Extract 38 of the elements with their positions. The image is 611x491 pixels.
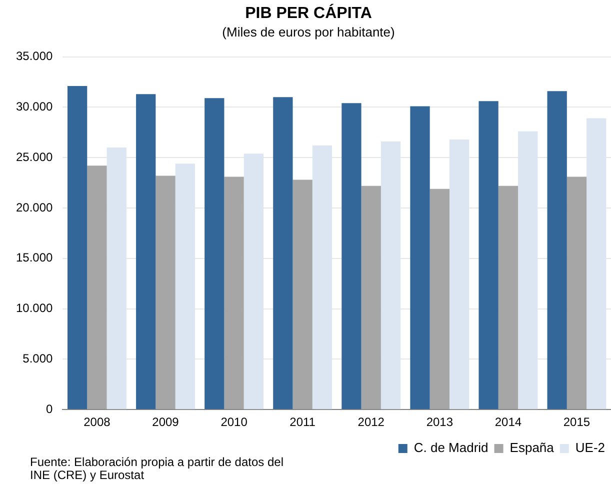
legend-label: España xyxy=(510,440,555,456)
chart-subtitle: (Miles de euros por habitante) xyxy=(222,24,395,40)
bar xyxy=(136,94,156,410)
bar xyxy=(410,106,430,410)
y-tick-label: 15.000 xyxy=(16,250,54,265)
x-tick-label: 2015 xyxy=(563,415,590,430)
x-tick-label: 2012 xyxy=(358,415,385,430)
legend-label: UE-2 xyxy=(575,440,606,456)
x-tick-label: 2010 xyxy=(220,415,248,430)
x-tick-label: 2013 xyxy=(426,415,454,430)
x-tick-label: 2009 xyxy=(152,415,180,430)
y-tick-label: 30.000 xyxy=(16,100,54,114)
y-tick-label: 5.000 xyxy=(22,352,54,366)
bar xyxy=(273,97,293,410)
bar xyxy=(292,180,312,410)
y-tick-label: 25.000 xyxy=(16,150,54,164)
y-tick-label: 35.000 xyxy=(16,49,54,64)
bar xyxy=(204,98,224,410)
x-tick-label: 2008 xyxy=(84,415,111,430)
bar xyxy=(361,186,381,410)
bar xyxy=(498,186,518,410)
x-tick-label: 2011 xyxy=(290,415,316,430)
bar xyxy=(430,188,450,410)
bar xyxy=(224,176,244,410)
y-tick-label: 20.000 xyxy=(16,200,54,214)
bar xyxy=(547,91,567,410)
y-tick-label: 0 xyxy=(46,402,54,416)
source-note: Fuente: Elaboración propia a partir de datos del INE (CRE) y Eurostat xyxy=(30,455,284,482)
chart-title: PIB PER CÁPITA xyxy=(245,3,372,22)
bar xyxy=(68,86,88,410)
bar xyxy=(342,103,362,410)
x-tick-label: 2014 xyxy=(494,415,522,430)
bar xyxy=(478,101,498,410)
y-tick-label: 10.000 xyxy=(16,301,54,316)
bar xyxy=(87,166,107,410)
bar xyxy=(156,176,176,410)
bar xyxy=(566,176,587,410)
legend-label: C. de Madrid xyxy=(414,440,488,456)
